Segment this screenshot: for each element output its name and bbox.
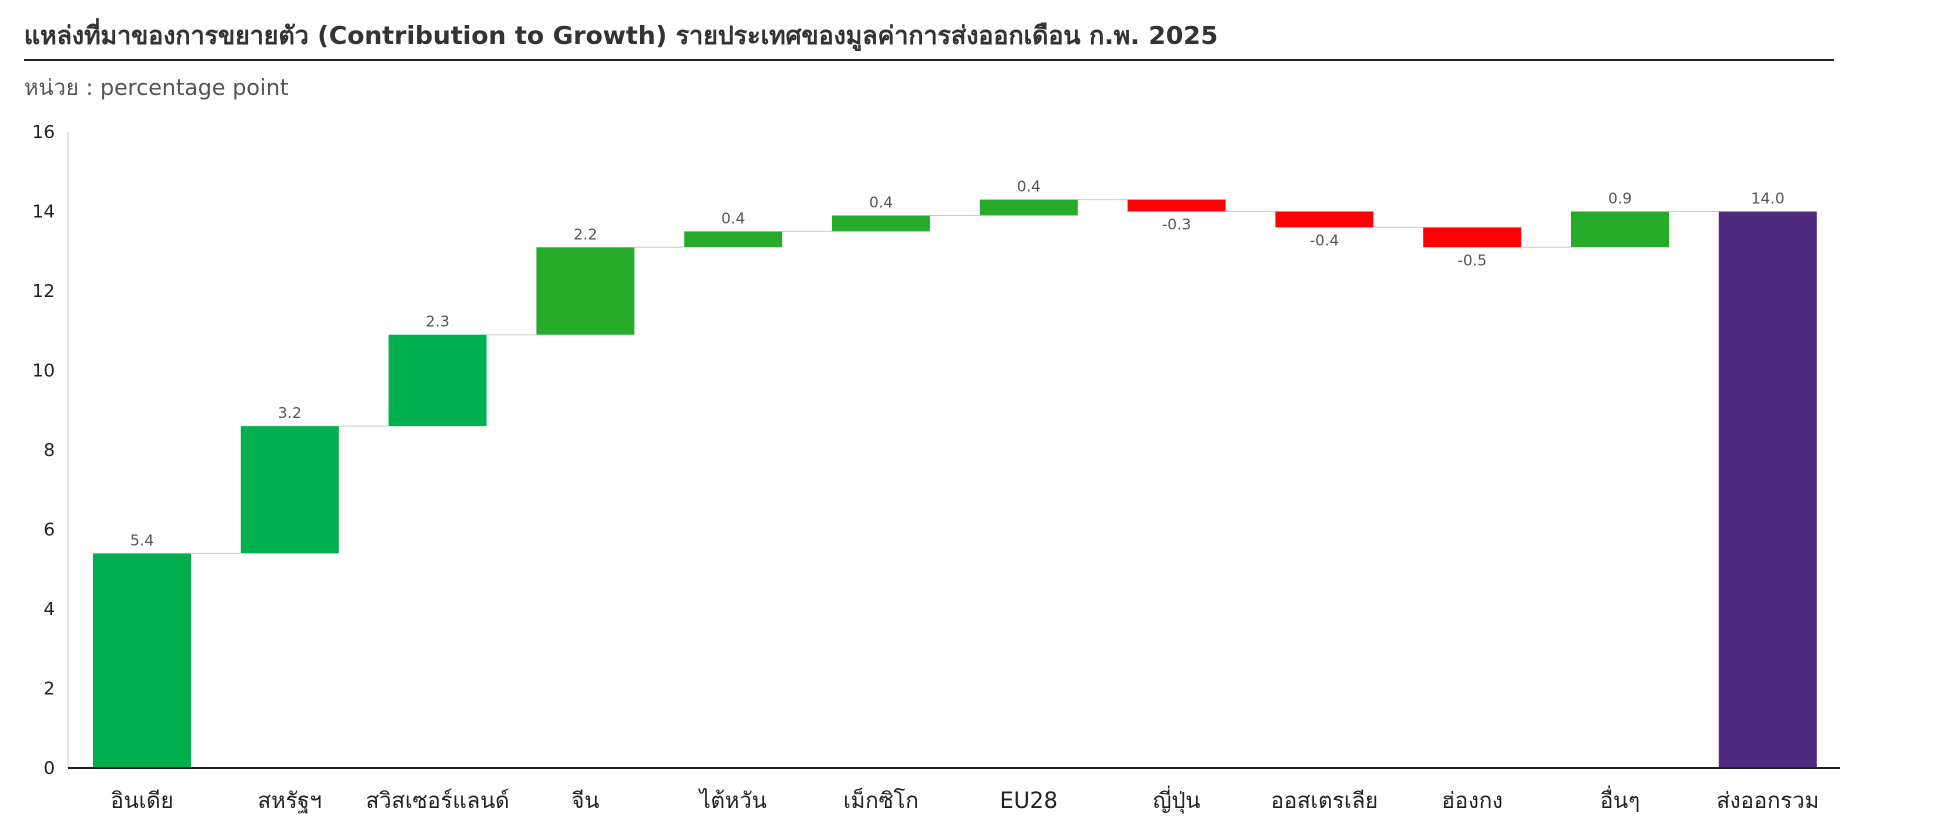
bar-1 <box>240 426 339 554</box>
data-label-7: -0.3 <box>1162 216 1191 234</box>
x-tick-label-7: ญี่ปุ่น <box>1153 785 1201 814</box>
title-divider <box>24 59 1834 61</box>
data-label-10: 0.9 <box>1608 190 1632 208</box>
bar-2 <box>388 334 487 427</box>
x-tick-label-4: ไต้หวัน <box>698 788 767 814</box>
y-tick-label-1: 2 <box>44 679 55 700</box>
x-tick-label-0: อินเดีย <box>111 789 174 814</box>
data-label-5: 0.4 <box>869 193 893 211</box>
data-label-2: 2.3 <box>426 313 450 331</box>
y-tick-label-6: 12 <box>32 281 55 302</box>
data-label-3: 2.2 <box>573 225 597 243</box>
x-tick-label-3: จีน <box>571 789 599 814</box>
x-tick-label-1: สหรัฐฯ <box>258 789 322 814</box>
y-tick-label-0: 0 <box>44 758 55 779</box>
x-tick-label-9: ฮ่องกง <box>1441 789 1502 814</box>
y-tick-label-8: 16 <box>32 122 55 143</box>
bar-11 <box>1718 211 1817 768</box>
x-tick-label-10: อื่นๆ <box>1600 785 1640 814</box>
unit-label: หน่วย : percentage point <box>24 76 289 101</box>
bar-6 <box>979 199 1078 216</box>
y-axis: 0 2 4 6 8 10 12 14 16 <box>32 122 69 779</box>
data-label-1: 3.2 <box>278 404 302 422</box>
x-axis: อินเดีย สหรัฐฯ สวิสเซอร์แลนด์ จีน ไต้หวัน เม็… <box>68 767 1840 814</box>
bar-3 <box>536 247 635 335</box>
y-tick-label-5: 10 <box>32 361 55 382</box>
data-label-11: 14.0 <box>1751 190 1784 208</box>
x-tick-label-5: เม็กซิโก <box>843 786 918 814</box>
data-label-9: -0.5 <box>1458 251 1487 269</box>
bar-8 <box>1275 211 1374 228</box>
data-labels: 5.4 3.2 2.3 2.2 0.4 0.4 0.4 -0.3 -0.4 -0.5 0.9 14.0 <box>130 178 1784 550</box>
x-tick-label-6: EU28 <box>1000 789 1058 814</box>
bar-5 <box>832 215 930 232</box>
y-tick-label-4: 8 <box>44 440 55 461</box>
data-label-0: 5.4 <box>130 531 154 549</box>
connector-lines <box>191 199 1719 554</box>
bar-10 <box>1571 211 1669 248</box>
bar-9 <box>1423 227 1522 248</box>
bar-4 <box>684 231 783 248</box>
data-label-4: 0.4 <box>721 209 745 227</box>
y-tick-label-3: 6 <box>44 520 55 541</box>
x-tick-label-2: สวิสเซอร์แลนด์ <box>366 789 510 814</box>
y-tick-label-2: 4 <box>44 599 55 620</box>
x-tick-label-8: ออสเตรเลีย <box>1271 789 1378 814</box>
data-label-8: -0.4 <box>1310 231 1339 249</box>
y-tick-label-7: 14 <box>32 202 55 223</box>
bar-7 <box>1127 199 1226 212</box>
bars <box>93 199 1817 768</box>
x-tick-label-11: ส่งออกรวม <box>1717 789 1820 814</box>
chart-title: แหล่งที่มาของการขยายตัว (Contribution to… <box>24 21 1219 50</box>
bar-0 <box>93 553 191 768</box>
data-label-6: 0.4 <box>1017 178 1041 196</box>
